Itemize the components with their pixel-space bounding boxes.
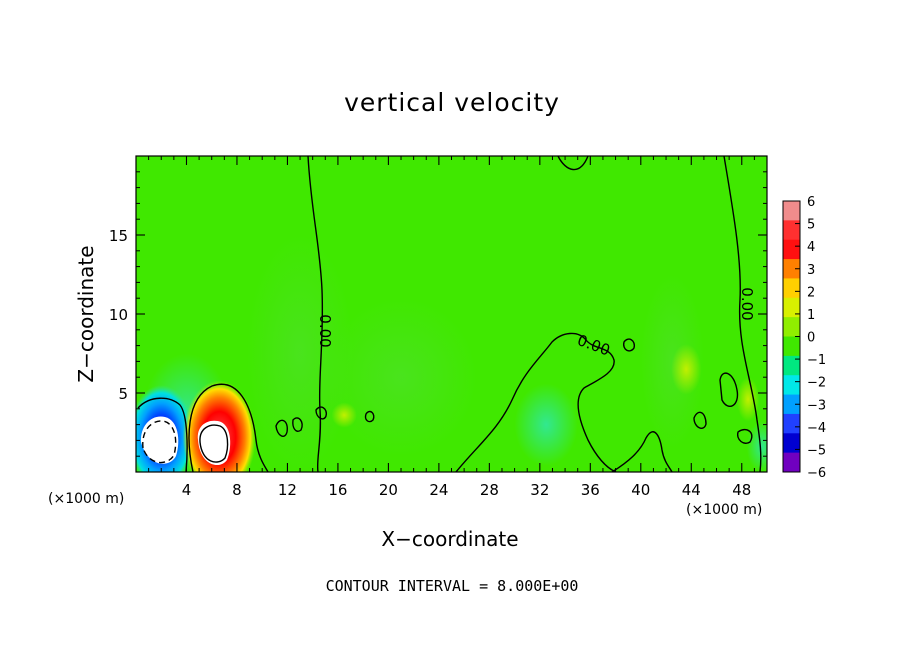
chart-title: vertical velocity	[344, 88, 560, 117]
field-blob	[514, 383, 578, 466]
colorbar-tick-label: 5	[807, 218, 815, 233]
colorbar-tick-label: −1	[807, 353, 826, 368]
colorbar-segment	[783, 433, 800, 454]
y-tick-label: 15	[109, 227, 128, 245]
colorbar-tick-label: −6	[807, 466, 826, 481]
field-blob	[325, 298, 477, 457]
field-blob	[331, 402, 357, 428]
y-tick-label: 5	[118, 385, 128, 403]
x-tick-label: 48	[732, 481, 751, 499]
contour-line	[137, 397, 188, 472]
contour-line	[693, 411, 707, 429]
colorbar-tick-label: 3	[807, 263, 815, 278]
x-tick-label: 8	[232, 481, 242, 499]
x-unit-label-right: (×1000 m)	[686, 502, 763, 518]
field-blob	[746, 421, 767, 472]
contour-line	[364, 410, 375, 423]
colorbar-segment	[783, 239, 800, 260]
contour-line	[142, 420, 177, 464]
contour-line	[557, 156, 589, 171]
colorbar-segment	[783, 278, 800, 299]
field-blob	[736, 377, 760, 422]
velocity-field	[136, 156, 767, 472]
x-tick-label: 44	[682, 481, 701, 499]
colorbar-segment	[783, 355, 800, 376]
colorbar-tick-label: 0	[807, 331, 815, 346]
y-axis-ticks: 5 10 15	[109, 171, 767, 457]
x-tick-label: 4	[182, 481, 192, 499]
x-tick-label: 36	[581, 481, 600, 499]
contour-value-label: 0.00	[738, 287, 756, 320]
contour-line	[199, 424, 229, 463]
colorbar-tick-label: −4	[807, 421, 826, 436]
contour-value-label: 0.00	[316, 314, 334, 347]
x-tick-label: 12	[278, 481, 297, 499]
contour-line	[275, 419, 288, 437]
contour-line	[455, 332, 617, 472]
field-blob	[671, 344, 702, 395]
colorbar: 6 5 4 3 2 1 0 −1 −2 −3 −4 −5 −6	[782, 195, 826, 481]
contour-line	[611, 431, 673, 472]
x-axis-ticks: 4 8 12 16 20 24 28 32 36 40 44 48	[148, 156, 755, 499]
contour-line	[723, 156, 762, 472]
colorbar-segment	[783, 297, 800, 318]
colorbar-segment	[783, 452, 800, 473]
contour-line	[188, 383, 269, 472]
downdraft-saturated-core	[140, 416, 179, 464]
contour-line	[736, 428, 753, 444]
y-axis-label: Z−coordinate	[74, 245, 98, 383]
colorbar-segment	[783, 220, 800, 241]
colorbar-segment	[783, 413, 800, 434]
x-tick-label: 20	[379, 481, 398, 499]
x-unit-label-left: (×1000 m)	[48, 491, 125, 507]
y-tick-label: 10	[109, 306, 128, 324]
x-tick-label: 40	[631, 481, 650, 499]
x-tick-label: 32	[530, 481, 549, 499]
contour-line	[622, 338, 636, 352]
colorbar-tick-label: 2	[807, 285, 815, 300]
colorbar-tick-label: 6	[807, 195, 815, 210]
contour-line	[292, 417, 303, 432]
colorbar-segment	[783, 394, 800, 415]
colorbar-tick-label: −2	[807, 376, 826, 391]
colorbar-tick-label: −5	[807, 443, 826, 458]
x-tick-label: 16	[328, 481, 347, 499]
colorbar-tick-label: −3	[807, 398, 826, 413]
colorbar-tick-label: 4	[807, 240, 815, 255]
contour-line	[719, 372, 739, 408]
contour-line	[307, 156, 324, 472]
colorbar-segment	[783, 259, 800, 279]
colorbar-segment	[783, 375, 800, 396]
colorbar-segment	[783, 201, 800, 221]
x-tick-label: 28	[480, 481, 499, 499]
colorbar-tick-label: 1	[807, 308, 815, 323]
colorbar-segment	[783, 317, 800, 337]
x-tick-label: 24	[429, 481, 448, 499]
contour-interval-note: CONTOUR INTERVAL = 8.000E+00	[325, 577, 579, 595]
updraft-saturated-core	[197, 420, 231, 466]
contour-line	[315, 406, 328, 420]
colorbar-segment	[783, 336, 800, 357]
x-axis-label: X−coordinate	[381, 527, 519, 551]
